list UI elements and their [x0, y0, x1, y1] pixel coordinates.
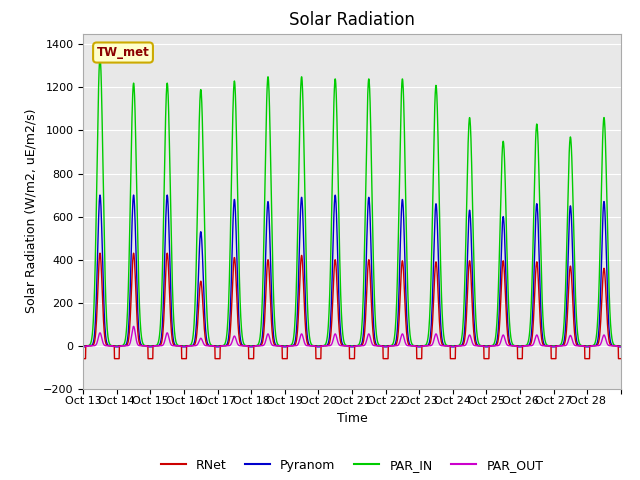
Text: TW_met: TW_met: [97, 46, 149, 59]
Title: Solar Radiation: Solar Radiation: [289, 11, 415, 29]
Y-axis label: Solar Radiation (W/m2, uE/m2/s): Solar Radiation (W/m2, uE/m2/s): [24, 109, 37, 313]
Legend: RNet, Pyranom, PAR_IN, PAR_OUT: RNet, Pyranom, PAR_IN, PAR_OUT: [156, 454, 548, 477]
X-axis label: Time: Time: [337, 412, 367, 425]
